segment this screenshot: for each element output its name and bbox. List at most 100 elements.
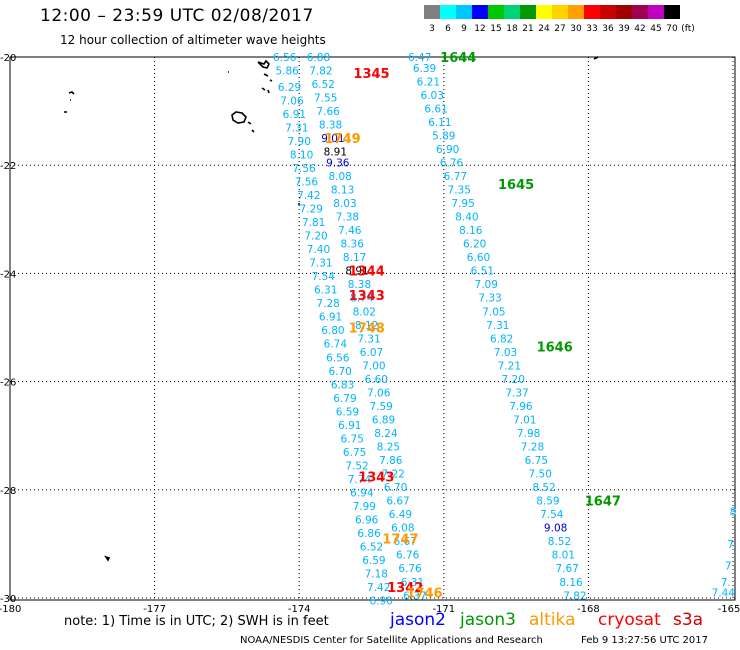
swh-value: 7.37 <box>505 387 528 399</box>
swh-value: 7.22 <box>381 469 404 481</box>
scale-label: (ft) <box>681 24 695 34</box>
swh-value: 6.60 <box>365 374 388 386</box>
scale-swatch <box>584 5 600 19</box>
swh-value: 6.37 <box>403 590 426 602</box>
swh-value: 6.49 <box>389 509 412 521</box>
swh-value: 7.66 <box>316 106 340 118</box>
swh-value: 6.67 <box>386 496 409 508</box>
swh-value: 8 <box>730 506 737 518</box>
swh-value: 8.74 <box>350 293 374 305</box>
credit-text: NOAA/NESDIS Center for Satellite Applica… <box>240 635 543 646</box>
lat-tick-label: -22 <box>0 161 16 172</box>
swh-value: 8.01 <box>552 550 575 562</box>
track-label-cryosat: 1345 <box>353 67 389 82</box>
legend-altika: altika <box>529 610 576 630</box>
swh-value: 6.56 <box>273 52 297 64</box>
track-label-jason3: 1645 <box>498 178 534 193</box>
swh-value: 6.51 <box>471 266 494 278</box>
swh-value: 6.74 <box>324 339 348 351</box>
scale-label: 27 <box>554 24 566 34</box>
scale-label: 70 <box>666 24 678 34</box>
swh-value: 7.54 <box>540 509 564 521</box>
swh-value: 7.31 <box>285 122 308 134</box>
scale-label: 33 <box>586 24 598 34</box>
scale-swatch <box>664 5 680 19</box>
swh-value: 7.81 <box>302 217 325 229</box>
swh-value: 6.67 <box>394 536 417 548</box>
swh-value: 6.94 <box>350 488 374 500</box>
swh-value: 7.90 <box>288 136 311 148</box>
swh-value: 7.01 <box>513 414 536 426</box>
swh-value: 8.24 <box>374 428 398 440</box>
swh-value: 6.70 <box>384 482 407 494</box>
lon-tick-label: -177 <box>143 604 166 615</box>
swh-value: 7.95 <box>451 198 474 210</box>
swh-value: 8.02 <box>353 306 376 318</box>
track-label-cryosat: 1344 <box>349 265 385 280</box>
swh-value: 6.76 <box>398 563 422 575</box>
swh-value: 7.31 <box>357 333 380 345</box>
swh-value: 9.08 <box>544 523 567 535</box>
legend-jason3: jason3 <box>460 610 516 630</box>
track-label-cryosat: 1342 <box>387 581 423 596</box>
swh-value: 7.54 <box>312 271 336 283</box>
swh-value: 5.89 <box>432 130 455 142</box>
coastline <box>64 56 599 562</box>
swh-value: 6.07 <box>360 347 383 359</box>
lat-tick-label: -26 <box>0 378 16 389</box>
swh-value: 6.52 <box>312 79 335 91</box>
swh-value: 7.09 <box>475 279 498 291</box>
scale-swatch <box>552 5 568 19</box>
swh-value: 8.17 <box>343 252 366 264</box>
swh-value: 6.70 <box>328 366 351 378</box>
scale-swatch <box>488 5 504 19</box>
swh-value: 9.36 <box>326 157 350 169</box>
generated-timestamp: Feb 9 13:27:56 UTC 2017 <box>581 635 708 646</box>
scale-swatch <box>600 5 616 19</box>
track-label-cryosat: 1343 <box>349 289 385 304</box>
lon-tick-label: -165 <box>718 604 740 615</box>
swh-value: 8.16 <box>559 577 583 589</box>
scale-swatch <box>632 5 648 19</box>
swh-value: 6.20 <box>463 239 486 251</box>
observation-values: 6.565.866.297.066.917.317.908.107.567.56… <box>273 52 736 608</box>
lat-tick-label: -30 <box>0 594 16 605</box>
swh-value: 8.10 <box>290 149 313 161</box>
swh-value: 8.08 <box>328 171 351 183</box>
swh-value: 6.88 <box>307 52 330 64</box>
swh-value: 7.40 <box>307 244 330 256</box>
swh-value: 7.20 <box>304 231 327 243</box>
swh-value: 7.28 <box>316 298 339 310</box>
lon-tick-label: -171 <box>432 604 455 615</box>
scale-label: 18 <box>506 24 518 34</box>
swh-value: 6.76 <box>440 157 464 169</box>
swh-value: 7. <box>721 577 731 589</box>
swh-value: 6.31 <box>401 577 424 589</box>
swh-value: 6.60 <box>467 252 490 264</box>
scale-swatch <box>568 5 584 19</box>
scale-label: 30 <box>570 24 582 34</box>
swh-value: 7.33 <box>478 293 501 305</box>
graticule <box>10 57 735 600</box>
swh-value: 8.13 <box>331 185 354 197</box>
swh-value: 7.82 <box>563 590 586 602</box>
track-labels: 1644 1345 1749 1645 1344 1343 1748 1646 1343 1647… <box>324 51 620 602</box>
swh-value: 7.38 <box>336 212 359 224</box>
swh-value: 6.56 <box>326 352 350 364</box>
swh-value: 6.29 <box>278 82 301 94</box>
swh-value: 7.29 <box>300 203 323 215</box>
legend-jason2: jason2 <box>390 610 446 630</box>
lon-tick-label: -174 <box>288 604 311 615</box>
swh-value: 6.75 <box>341 433 364 445</box>
swh-value: 8.40 <box>455 212 478 224</box>
swh-value: 6.75 <box>525 455 548 467</box>
track-label-jason3: 1644 <box>440 51 476 66</box>
swh-value: 7.42 <box>367 582 390 594</box>
page-subtitle: 12 hour collection of altimeter wave hei… <box>60 33 326 47</box>
swh-value: 7.56 <box>292 163 316 175</box>
scale-label: 36 <box>602 24 614 34</box>
scale-label: 24 <box>538 24 550 34</box>
scale-label: 12 <box>474 24 486 34</box>
swh-value: 6.77 <box>444 171 467 183</box>
